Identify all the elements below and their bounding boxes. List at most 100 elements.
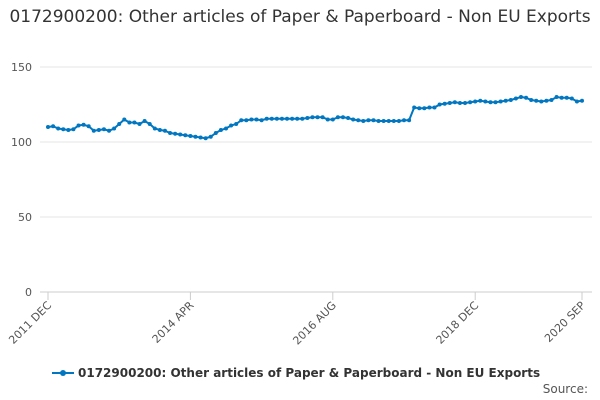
data-point	[559, 95, 564, 100]
data-point	[239, 118, 244, 123]
x-tick-label: 2018 DEC	[434, 299, 482, 347]
data-point	[264, 116, 269, 121]
data-point	[107, 128, 112, 133]
x-tick-label: 2016 AUG	[290, 299, 339, 348]
legend[interactable]: 0172900200: Other articles of Paper & Pa…	[52, 366, 540, 380]
series-line	[47, 95, 583, 140]
data-point	[447, 101, 452, 105]
data-point	[234, 122, 239, 126]
data-point	[259, 118, 264, 123]
data-point	[86, 124, 91, 129]
data-point	[518, 95, 523, 99]
x-tick-label: 2011 DEC	[6, 299, 54, 347]
data-point	[366, 118, 371, 123]
data-point	[173, 131, 178, 136]
data-point	[513, 96, 518, 101]
data-point	[112, 126, 117, 131]
data-point	[574, 99, 579, 104]
data-point	[381, 119, 386, 123]
data-point	[493, 100, 498, 105]
data-point	[244, 118, 249, 123]
data-point	[371, 118, 376, 123]
data-point	[457, 101, 462, 105]
x-tick-label: 2014 APR	[150, 299, 197, 346]
data-point	[483, 99, 488, 104]
data-point	[325, 117, 330, 122]
data-point	[468, 100, 473, 105]
data-point	[203, 136, 208, 141]
data-point	[315, 115, 320, 120]
data-point	[269, 116, 274, 121]
data-point	[178, 132, 183, 137]
data-point	[452, 100, 457, 105]
data-point	[442, 101, 447, 106]
data-point	[137, 122, 142, 126]
data-point	[478, 98, 483, 103]
data-point	[473, 99, 478, 104]
data-point	[81, 122, 86, 127]
data-point	[432, 105, 437, 110]
data-point	[101, 127, 106, 132]
data-point	[168, 131, 173, 135]
data-point	[117, 122, 122, 126]
data-point	[402, 118, 406, 123]
data-point	[300, 116, 305, 121]
data-point	[229, 123, 234, 128]
data-point	[422, 106, 427, 111]
data-point	[152, 126, 157, 131]
data-point	[71, 127, 76, 132]
data-point	[529, 98, 534, 102]
data-point	[396, 119, 401, 123]
data-point	[162, 128, 167, 133]
data-point	[305, 116, 310, 120]
data-point	[208, 134, 213, 139]
data-point	[91, 128, 96, 133]
data-point	[147, 122, 152, 126]
data-point	[285, 116, 290, 121]
data-point	[361, 119, 366, 123]
data-point	[76, 123, 81, 128]
data-point	[320, 115, 325, 120]
data-point	[417, 106, 422, 111]
data-point	[508, 98, 513, 102]
data-point	[427, 105, 432, 110]
data-point	[213, 131, 218, 135]
data-point	[346, 116, 351, 120]
data-point	[356, 118, 361, 123]
data-point	[412, 105, 417, 110]
data-point	[183, 133, 188, 138]
source-label: Source:	[542, 382, 588, 396]
data-point	[310, 115, 315, 120]
data-point	[274, 116, 279, 121]
data-point	[224, 126, 228, 131]
data-point	[498, 99, 503, 104]
data-point	[127, 120, 132, 125]
data-point	[437, 102, 442, 107]
data-point	[46, 125, 50, 129]
data-point	[96, 128, 101, 132]
legend-label: 0172900200: Other articles of Paper & Pa…	[78, 366, 541, 380]
data-point	[51, 124, 56, 129]
data-point	[549, 98, 554, 102]
data-point	[539, 99, 544, 104]
y-tick-label: 50	[18, 211, 32, 224]
data-point	[295, 116, 300, 121]
data-point	[351, 117, 356, 122]
data-point	[218, 128, 223, 132]
data-point	[524, 95, 529, 100]
data-point	[122, 117, 127, 122]
data-point	[193, 134, 198, 139]
data-point	[503, 98, 508, 103]
data-point	[61, 127, 66, 132]
data-point	[188, 134, 193, 138]
data-point	[534, 98, 539, 103]
data-point	[376, 119, 381, 123]
y-tick-label: 150	[11, 61, 32, 74]
data-point	[157, 128, 162, 132]
data-point	[254, 117, 259, 122]
y-tick-label: 0	[25, 286, 32, 299]
data-point	[198, 135, 203, 140]
x-tick-label: 2020 SEP	[542, 299, 588, 345]
data-point	[249, 117, 254, 122]
